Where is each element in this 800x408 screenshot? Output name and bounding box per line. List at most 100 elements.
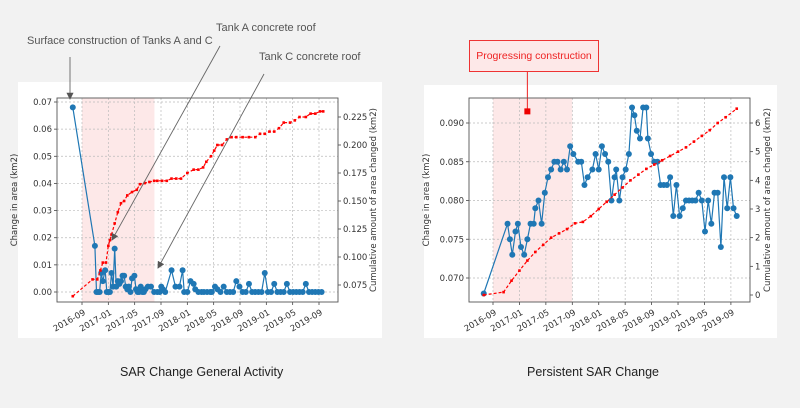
y-tick-label-right: 0.175 [343, 169, 367, 179]
arrow-tank-c-roof [157, 73, 265, 269]
change-point [176, 283, 183, 290]
annotation-surface-construction: Surface construction of Tanks A and C [27, 35, 213, 47]
y-axis-label-right: Cumulative amount of area changed (km2) [763, 108, 773, 292]
cumulative-point [165, 179, 169, 183]
change-point [541, 189, 548, 196]
cumulative-point [597, 207, 601, 211]
cumulative-point [676, 150, 680, 153]
cumulative-point [309, 112, 312, 115]
change-point [636, 135, 643, 142]
change-point [564, 166, 571, 173]
y-tick-label-left: 0.05 [33, 152, 52, 162]
change-point [544, 174, 551, 181]
cumulative-point [225, 138, 229, 141]
change-point [117, 278, 124, 285]
annotation-tank-c-roof: Tank C concrete roof [259, 51, 361, 63]
change-point [506, 236, 513, 243]
y-tick-label-left: 0.03 [33, 207, 52, 217]
cumulative-point [589, 214, 593, 218]
change-point [613, 166, 620, 173]
change-point [554, 158, 561, 165]
change-point [643, 104, 650, 111]
cumulative-point [605, 200, 608, 204]
change-point [512, 228, 519, 235]
y-tick-label-right: 3 [755, 205, 760, 215]
y-tick-label-left: 0.075 [440, 235, 464, 245]
cumulative-point [152, 179, 156, 183]
callout-marker [524, 108, 531, 115]
change-point [605, 158, 612, 165]
change-point [714, 189, 721, 196]
cumulative-point [160, 179, 164, 183]
change-point [168, 267, 175, 274]
y-tick-label-right: 0 [755, 291, 760, 301]
cumulative-point [304, 115, 308, 119]
change-point [724, 205, 731, 212]
y-tick-label-left: 0.080 [440, 197, 464, 207]
change-point [679, 205, 686, 212]
change-point [595, 166, 602, 173]
cumulative-point [201, 166, 205, 169]
y-axis-label-left: Change in area (km2) [10, 154, 20, 247]
change-point [581, 182, 588, 188]
y-tick-label-left: 0.02 [33, 234, 52, 244]
change-point [698, 197, 705, 204]
change-point [676, 213, 683, 219]
change-point [245, 280, 252, 287]
change-point [730, 205, 737, 212]
shaded-period [493, 98, 573, 302]
cumulative-point [668, 154, 672, 158]
cumulative-point [645, 167, 648, 171]
y-tick-label-left: 0.07 [33, 98, 52, 108]
change-point [236, 283, 243, 290]
cumulative-point [235, 135, 238, 139]
change-point [271, 280, 278, 287]
change-point [208, 289, 215, 295]
annotation-tank-a-roof: Tank A concrete roof [216, 22, 316, 34]
cumulative-point [293, 119, 297, 122]
y-tick-label-right: 0.200 [343, 141, 367, 151]
cumulative-point [71, 294, 75, 298]
change-point [137, 283, 144, 290]
change-point [131, 272, 138, 279]
change-point [96, 289, 103, 295]
change-point [524, 236, 531, 243]
cumulative-point [573, 222, 577, 225]
change-point [705, 197, 712, 204]
cumulative-point [660, 158, 664, 162]
change-point [570, 151, 577, 157]
change-point [535, 197, 542, 204]
cumulative-point [735, 107, 739, 110]
cumulative-point [541, 243, 545, 247]
cumulative-point [613, 193, 616, 196]
y-tick-label-left: 0.085 [440, 158, 464, 168]
cumulative-point [119, 201, 123, 205]
change-point [532, 205, 539, 212]
change-point [111, 245, 118, 252]
cumulative-point [156, 179, 159, 183]
cumulative-point [629, 179, 632, 182]
change-point [283, 280, 290, 287]
change-point [629, 104, 636, 111]
cumulative-point [652, 163, 656, 166]
cumulative-point [179, 177, 183, 180]
change-point [102, 267, 109, 274]
change-point [611, 174, 618, 181]
change-point [592, 151, 599, 157]
change-point [162, 289, 169, 295]
annotation-arrows [66, 45, 265, 269]
change-point [548, 166, 555, 173]
change-point [99, 278, 106, 285]
cumulative-point [241, 135, 244, 139]
change-point [318, 289, 325, 295]
cumulative-point [170, 177, 173, 180]
cumulative-point [108, 238, 112, 242]
plot-frame [468, 97, 751, 303]
change-point [695, 189, 702, 196]
y-axis-label-right: Cumulative amount of area changed (km2) [369, 108, 379, 292]
change-point [578, 158, 585, 165]
cumulative-point [91, 278, 94, 281]
y-tick-label-right: 0.225 [343, 113, 367, 123]
shaded-period [82, 98, 155, 302]
cumulative-point [174, 177, 178, 180]
